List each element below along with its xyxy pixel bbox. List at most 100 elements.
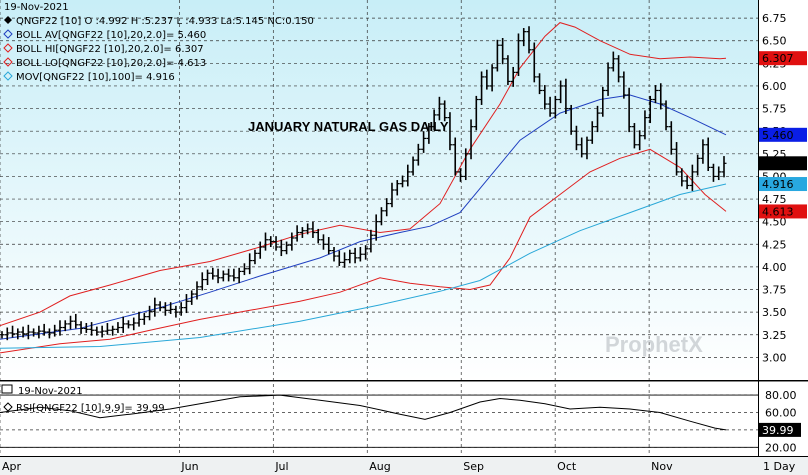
rsi-tick-label: 20.00 xyxy=(765,441,797,454)
ohlc-bar xyxy=(284,241,290,255)
ohlc-bar xyxy=(695,154,701,176)
ohlc-bar xyxy=(579,137,585,158)
price-tick-label: 4.50 xyxy=(762,216,787,229)
ohlc-bar xyxy=(463,148,469,181)
ohlc-bar xyxy=(484,69,490,90)
rsi-panel-icon[interactable] xyxy=(1,384,13,394)
ohlc-bar xyxy=(384,198,390,217)
date-tick-label: Oct xyxy=(557,460,577,473)
legend-boll-hi: BOLL HI[QNGF22 [10],20,2.0]= 6.307 xyxy=(3,43,204,55)
legend-boll-av: BOLL AV[QNGF22 [10],20,2.0]= 5.460 xyxy=(3,29,206,41)
ohlc-bar xyxy=(46,328,52,339)
ohlc-bars xyxy=(0,26,727,341)
ohlc-bar xyxy=(0,331,5,339)
ohlc-bar xyxy=(368,229,374,253)
bottom-axis-area xyxy=(0,456,808,475)
ohlc-bar xyxy=(162,302,168,316)
ohlc-bar xyxy=(247,253,253,275)
ohlc-bar xyxy=(394,180,400,196)
ohlc-bar xyxy=(621,71,627,99)
ohlc-bar xyxy=(20,326,26,338)
ohlc-bar xyxy=(505,55,511,86)
legend-quote: QNGF22 [10] O :4.992 H :5.237 L :4.933 L… xyxy=(4,16,314,27)
ohlc-bar xyxy=(489,64,495,92)
ohlc-bar xyxy=(263,232,269,251)
ohlc-bar xyxy=(320,234,326,250)
ohlc-bar xyxy=(421,131,427,153)
ohlc-bar xyxy=(120,316,126,333)
ohlc-bar xyxy=(357,247,363,262)
ohlc-bar xyxy=(700,139,706,164)
ohlc-bar xyxy=(637,130,643,151)
ohlc-bar xyxy=(257,241,263,259)
price-tick-label: 6.00 xyxy=(762,80,787,93)
ohlc-bar xyxy=(252,249,258,265)
ohlc-bar xyxy=(268,236,274,247)
price-tick-label: 3.75 xyxy=(762,284,787,297)
ohlc-bar xyxy=(642,110,648,140)
ohlc-bar xyxy=(125,320,131,329)
ohlc-bar xyxy=(537,73,543,95)
price-tick-label: 5.75 xyxy=(762,103,787,116)
moving-average-line xyxy=(0,183,727,349)
ohlc-bar xyxy=(305,223,311,235)
ohlc-bar xyxy=(605,62,611,96)
ohlc-bar xyxy=(600,86,606,117)
ohlc-bar xyxy=(626,87,632,133)
ohlc-bar xyxy=(479,71,485,105)
ohlc-bar xyxy=(373,214,379,241)
ohlc-bar xyxy=(52,324,58,337)
ohlc-bar xyxy=(457,168,463,182)
ohlc-bar xyxy=(152,297,158,317)
date-tick-label: Aug xyxy=(369,460,390,473)
ohlc-bar xyxy=(552,95,558,119)
legend-boll-lo: BOLL LO[QNGF22 [10],20,2.0]= 4.613 xyxy=(3,57,206,69)
ohlc-bar xyxy=(452,137,458,176)
ohlc-bar xyxy=(189,290,195,305)
ohlc-bar xyxy=(684,175,690,190)
ohlc-bar xyxy=(210,267,216,280)
watermark: ProphetX xyxy=(605,332,703,357)
svg-text:4.613: 4.613 xyxy=(762,205,794,218)
ohlc-bar xyxy=(110,325,116,336)
ohlc-bar xyxy=(31,328,37,337)
svg-text:BOLL AV[QNGF22 [10],20,2.0]= 5: BOLL AV[QNGF22 [10],20,2.0]= 5.460 xyxy=(16,30,206,41)
header-date: 19-Nov-2021 xyxy=(4,2,69,13)
svg-text:RSI[QNGF22 [10],9,9]= 39.99: RSI[QNGF22 [10],9,9]= 39.99 xyxy=(16,403,165,414)
svg-text:BOLL HI[QNGF22 [10],20,2.0]= 6: BOLL HI[QNGF22 [10],20,2.0]= 6.307 xyxy=(16,44,204,55)
date-tick-label: Nov xyxy=(651,460,673,473)
ohlc-bar xyxy=(595,105,601,133)
ohlc-bar xyxy=(173,305,179,318)
ohlc-bar xyxy=(647,95,653,124)
ohlc-bar xyxy=(510,66,516,87)
svg-text:5.145: 5.145 xyxy=(762,157,794,170)
rsi-legend: RSI[QNGF22 [10],9,9]= 39.99 xyxy=(3,402,165,414)
ohlc-bar xyxy=(447,112,453,151)
ohlc-bar xyxy=(57,320,63,336)
mov-value-label: 4.916 xyxy=(759,177,807,192)
rsi-line xyxy=(0,394,727,431)
ohlc-bar xyxy=(705,137,711,171)
ohlc-bar xyxy=(547,96,553,117)
last-price-label: 5.145 xyxy=(759,156,807,171)
bollinger-upper-line xyxy=(0,22,727,327)
ohlc-bar xyxy=(194,281,200,300)
price-tick-label: 6.50 xyxy=(762,35,787,48)
ohlc-bar xyxy=(721,156,727,178)
svg-text:QNGF22 [10] O :4.992 H :5.237: QNGF22 [10] O :4.992 H :5.237 L :4.933 L… xyxy=(16,16,314,27)
ohlc-bar xyxy=(178,302,184,316)
svg-text:4.916: 4.916 xyxy=(762,178,794,191)
price-tick-label: 3.50 xyxy=(762,306,787,319)
ohlc-bar xyxy=(658,83,664,110)
ohlc-bar xyxy=(378,207,384,226)
ohlc-bar xyxy=(426,123,432,144)
ohlc-bar xyxy=(104,323,110,335)
ohlc-bar xyxy=(352,247,358,264)
ohlc-bar xyxy=(468,119,474,160)
ohlc-bar xyxy=(131,317,137,331)
indicator-lines xyxy=(0,22,727,431)
bollinger-middle-line xyxy=(0,94,727,340)
ohlc-bar xyxy=(573,125,579,151)
legend-mov: MOV[QNGF22 [10],100]= 4.916 xyxy=(3,71,175,83)
rsi-plot-area xyxy=(0,382,758,456)
